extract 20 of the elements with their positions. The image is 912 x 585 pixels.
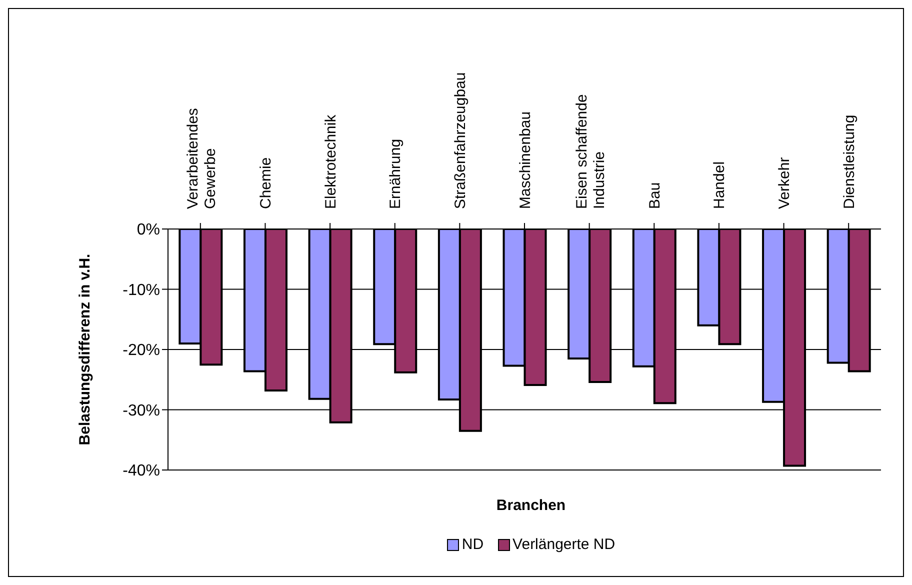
y-axis-title: Belastungsdifferenz in v.H. [76, 254, 94, 446]
legend-label: Verlängerte ND [512, 536, 616, 553]
x-axis-title: Branchen [495, 497, 567, 514]
x-tick-label: Dienstleistung [840, 114, 858, 209]
x-tick-label: Handel [711, 161, 728, 209]
x-tick-label: Ernährung [387, 138, 404, 209]
y-tick-label: -30% [122, 402, 160, 420]
x-tick-label: Eisen schaffende Industrie [574, 94, 608, 209]
x-tick-label: Elektrotechnik [322, 114, 340, 209]
y-tick-label: -20% [122, 342, 160, 360]
y-tick-label: -40% [122, 462, 160, 480]
x-tick-label: Verarbeitendes Gewerbe [184, 108, 219, 209]
legend-label: ND [460, 536, 484, 553]
y-tick-label: 0% [136, 222, 160, 239]
y-tick-label: -10% [122, 282, 160, 299]
x-tick-label: Bau [646, 182, 664, 209]
x-tick-label: Verkehr [776, 157, 794, 209]
x-tick-label: Chemie [257, 157, 274, 209]
x-tick-label: Maschinenbau [516, 111, 534, 209]
x-tick-label: Straßenfahrzeugbau [452, 72, 469, 209]
